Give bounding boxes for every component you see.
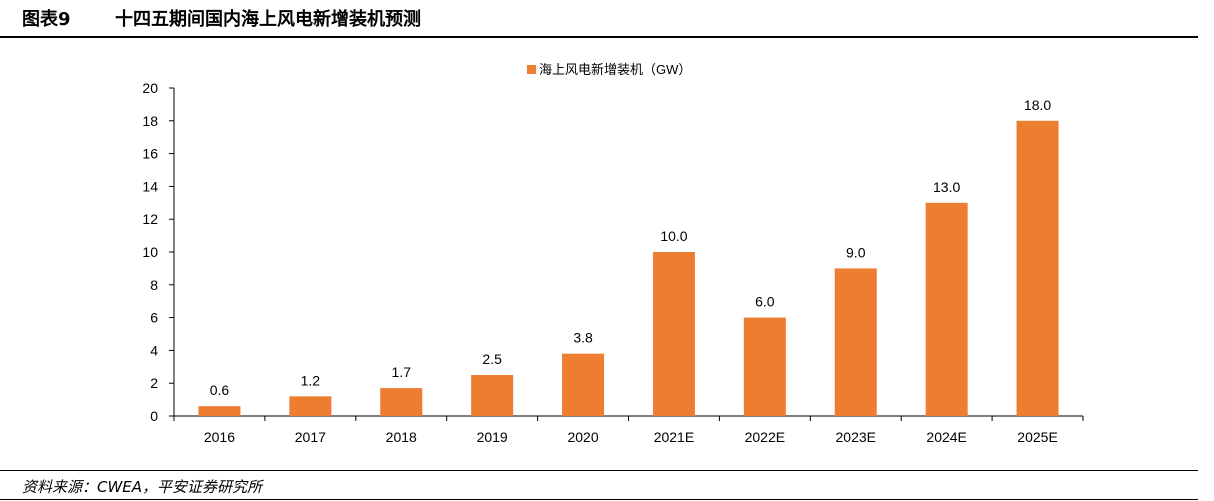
x-tick-label: 2020 [567, 429, 598, 445]
x-tick-label: 2023E [836, 429, 876, 445]
bar [743, 317, 786, 416]
data-label: 10.0 [660, 228, 687, 244]
y-tick-label: 10 [142, 244, 158, 260]
data-label: 9.0 [846, 244, 866, 260]
data-label: 0.6 [210, 382, 230, 398]
figure-footer: 资料来源：CWEA，平安证券研究所 [0, 470, 1198, 500]
figure-title: 十四五期间国内海上风电新增装机预测 [115, 9, 421, 30]
bar [289, 396, 332, 416]
bar [471, 375, 514, 416]
figure-label: 图表9 [22, 9, 71, 30]
data-label: 3.8 [573, 330, 593, 346]
data-label: 13.0 [933, 179, 960, 195]
y-tick-label: 16 [142, 146, 158, 162]
bar [834, 268, 877, 416]
y-tick-label: 2 [150, 375, 158, 391]
data-label: 6.0 [755, 294, 775, 310]
x-tick-label: 2025E [1017, 429, 1057, 445]
bar [1016, 120, 1059, 417]
x-tick-label: 2019 [477, 429, 508, 445]
bar-chart: 0 2 4 6 8 10 12 14 16 18 20 0.6 2016 1.2 2017 1.7 2018 2.… [142, 62, 1084, 445]
legend-label: 海上风电新增装机（GW） [539, 62, 691, 77]
data-label: 18.0 [1024, 97, 1051, 113]
x-tick-label: 2016 [204, 429, 235, 445]
y-tick-label: 12 [142, 211, 158, 227]
y-tick-label: 18 [142, 113, 158, 129]
y-tick-label: 0 [150, 408, 158, 424]
bar [925, 202, 968, 416]
y-tick-label: 4 [150, 342, 158, 358]
figure-header: 图表9 十四五期间国内海上风电新增装机预测 [0, 0, 1198, 38]
x-tick-label: 2021E [654, 429, 694, 445]
y-tick-label: 20 [142, 80, 158, 96]
data-label: 1.2 [301, 372, 321, 388]
bar [562, 353, 605, 416]
x-tick-label: 2024E [926, 429, 966, 445]
data-label: 2.5 [482, 351, 502, 367]
source-note: 资料来源：CWEA，平安证券研究所 [22, 478, 263, 496]
x-tick-label: 2022E [745, 429, 785, 445]
bar [380, 388, 423, 416]
y-tick-label: 6 [150, 310, 158, 326]
legend-swatch [527, 65, 536, 74]
y-tick-label: 14 [142, 178, 158, 194]
bar [652, 252, 695, 416]
data-label: 1.7 [392, 364, 412, 380]
y-tick-label: 8 [150, 277, 158, 293]
x-tick-label: 2018 [386, 429, 417, 445]
bar [198, 406, 241, 416]
x-tick-label: 2017 [295, 429, 326, 445]
